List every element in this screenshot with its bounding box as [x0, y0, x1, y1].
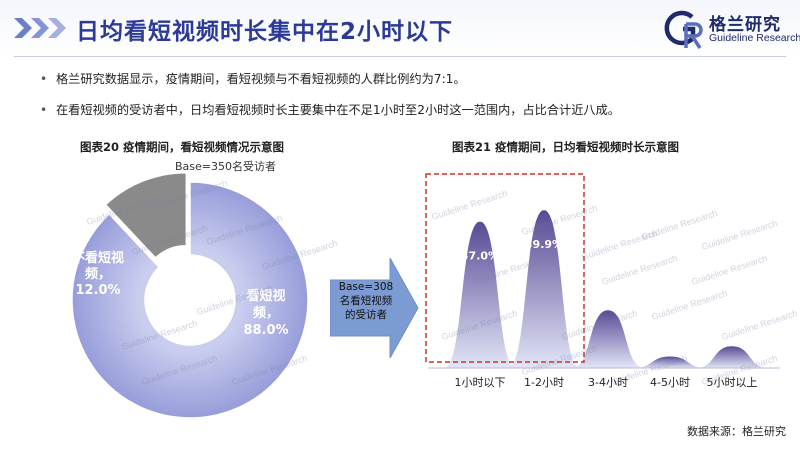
area-chart-title: 图表21 疫情期间，日均看短视频时长示意图	[452, 140, 680, 154]
area-x-tick: 1小时以下	[455, 376, 506, 389]
donut-label-watching: 看短视	[246, 288, 285, 304]
donut-slice-watching	[71, 181, 309, 419]
area-chart: 37.0% 39.9% 14.6% 2.9% 5.5% 1小时以下 1-2小时 3-4小时 4…	[425, 173, 780, 389]
area-peak	[444, 221, 516, 368]
area-value-label: 5.5%	[717, 332, 748, 345]
area-value-label: 14.6%	[589, 296, 627, 309]
logo-en-text: Guideline Research	[709, 32, 800, 44]
donut-label-watching: 频，	[253, 305, 279, 321]
highlight-box	[425, 173, 585, 363]
area-peak	[572, 310, 644, 368]
donut-value-watching: 88.0%	[243, 323, 288, 338]
arrow-line: Base=308	[338, 281, 394, 293]
gr-logo-icon	[664, 10, 703, 49]
area-x-tick: 3-4小时	[588, 376, 628, 389]
bullet-item: 在看短视频的受访者中，日均看短视频时长主要集中在不足1小时至2小时这一范围内，占…	[40, 101, 780, 119]
arrow-line: 的受访者	[345, 309, 387, 321]
chevrons-icon	[14, 18, 66, 38]
data-source: 数据来源：格兰研究	[687, 425, 786, 438]
bullet-list: 格兰研究数据显示，疫情期间，看短视频与不看短视频的人群比例约为7:1。 在看短视…	[40, 70, 780, 132]
logo: 格兰研究 Guideline Research	[662, 8, 800, 50]
donut-value-not-watching: 12.0%	[75, 283, 120, 298]
area-peak	[508, 210, 580, 368]
area-x-tick: 1-2小时	[524, 376, 564, 389]
arrow-line: 名看短视频	[339, 295, 393, 307]
donut-base-note: Base=350名受访者	[175, 160, 276, 173]
donut-chart-title: 图表20 疫情期间，看短视频情况示意图	[80, 140, 285, 154]
area-value-label: 37.0%	[461, 250, 499, 263]
area-x-tick: 5小时以上	[707, 376, 758, 389]
area-x-tick: 4-5小时	[650, 376, 690, 389]
donut-slice-not-watching	[104, 171, 188, 259]
area-value-label: 39.9%	[525, 238, 563, 251]
bullet-item: 格兰研究数据显示，疫情期间，看短视频与不看短视频的人群比例约为7:1。	[40, 70, 780, 88]
donut-chart: 不看短视频，12.0% 看短视频，88.0%	[71, 171, 309, 419]
donut-label-not-watching: 不看短视	[72, 250, 124, 266]
area-peak	[634, 356, 706, 368]
logo-cn-text: 格兰研究	[709, 15, 781, 35]
area-peak	[696, 346, 768, 368]
header-divider	[14, 56, 786, 57]
arrow-base-note: Base=308 名看短视频 的受访者	[332, 280, 400, 322]
arrow-shape	[330, 258, 419, 358]
page-title: 日均看短视频时长集中在2小时以下	[76, 19, 454, 45]
area-value-label: 2.9%	[655, 343, 686, 356]
donut-label-not-watching: 频，	[85, 266, 111, 282]
